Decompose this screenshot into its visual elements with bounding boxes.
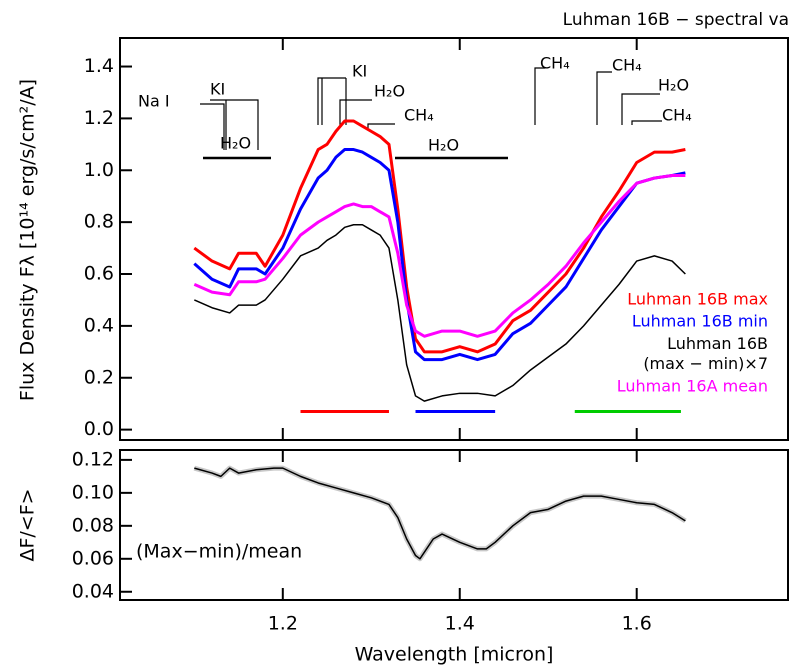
y-tick-label: 1.2 [84, 107, 114, 129]
feature-label: H₂O [374, 82, 405, 101]
feature-label: CH₄ [404, 106, 434, 125]
y-tick-label: 0.10 [72, 481, 114, 503]
y-axis-label: Flux Density Fλ [10¹⁴ erg/s/cm²/A] [17, 79, 39, 401]
feature-label: CH₄ [540, 54, 570, 73]
y-tick-label: 1.0 [84, 159, 114, 181]
plot-frame [119, 449, 789, 601]
series-line [194, 467, 686, 560]
feature-line [200, 103, 225, 150]
y-tick-label: 0.2 [84, 366, 114, 388]
feature-label: CH₄ [612, 56, 642, 75]
legend-label: Luhman 16A mean [617, 377, 768, 396]
legend-label: Luhman 16B (max − min)×7 [643, 334, 768, 373]
feature-label: CH₄ [662, 106, 692, 125]
plot-frame [119, 37, 789, 441]
y-tick-label: 0.8 [84, 211, 114, 233]
feature-line [631, 120, 662, 125]
chart-title: Luhman 16B − spectral va [563, 10, 789, 30]
feature-label: H₂O [658, 76, 689, 95]
y-tick-label: 0.0 [84, 418, 114, 440]
feature-line [621, 93, 660, 125]
y-tick-label: 0.04 [72, 580, 114, 602]
feature-line [534, 67, 545, 125]
y-tick-label: 0.4 [84, 314, 114, 336]
feature-label: Na I [138, 92, 170, 111]
series-line [193, 173, 686, 338]
y-tick-label: 0.6 [84, 263, 114, 285]
x-tick-label: 1.4 [445, 613, 475, 635]
feature-line [317, 77, 346, 125]
y-axis-label: ΔF/<F> [17, 488, 39, 561]
feature-markers [200, 67, 662, 160]
y-tick-label: 1.4 [84, 55, 114, 77]
series-line [194, 223, 686, 402]
y-tick-label: 0.06 [72, 547, 114, 569]
y-tick-label: 0.08 [72, 514, 114, 536]
x-axis-label: Wavelength [micron] [355, 644, 554, 666]
series-line [193, 119, 686, 354]
feature-label: H₂O [428, 136, 459, 155]
series-line [193, 148, 686, 362]
x-tick-label: 1.2 [268, 613, 298, 635]
feature-label: H₂O [220, 134, 251, 153]
feature-line [339, 99, 372, 125]
legend-label: Luhman 16B max [627, 290, 768, 309]
feature-label: KI [352, 62, 367, 81]
feature-line [596, 71, 612, 125]
feature-line [367, 123, 395, 130]
legend-label: Luhman 16B min [632, 312, 768, 331]
annotation: (Max−min)/mean [136, 541, 302, 563]
y-tick-label: 0.12 [72, 448, 114, 470]
x-tick-label: 1.6 [622, 613, 652, 635]
feature-label: KI [210, 80, 225, 99]
